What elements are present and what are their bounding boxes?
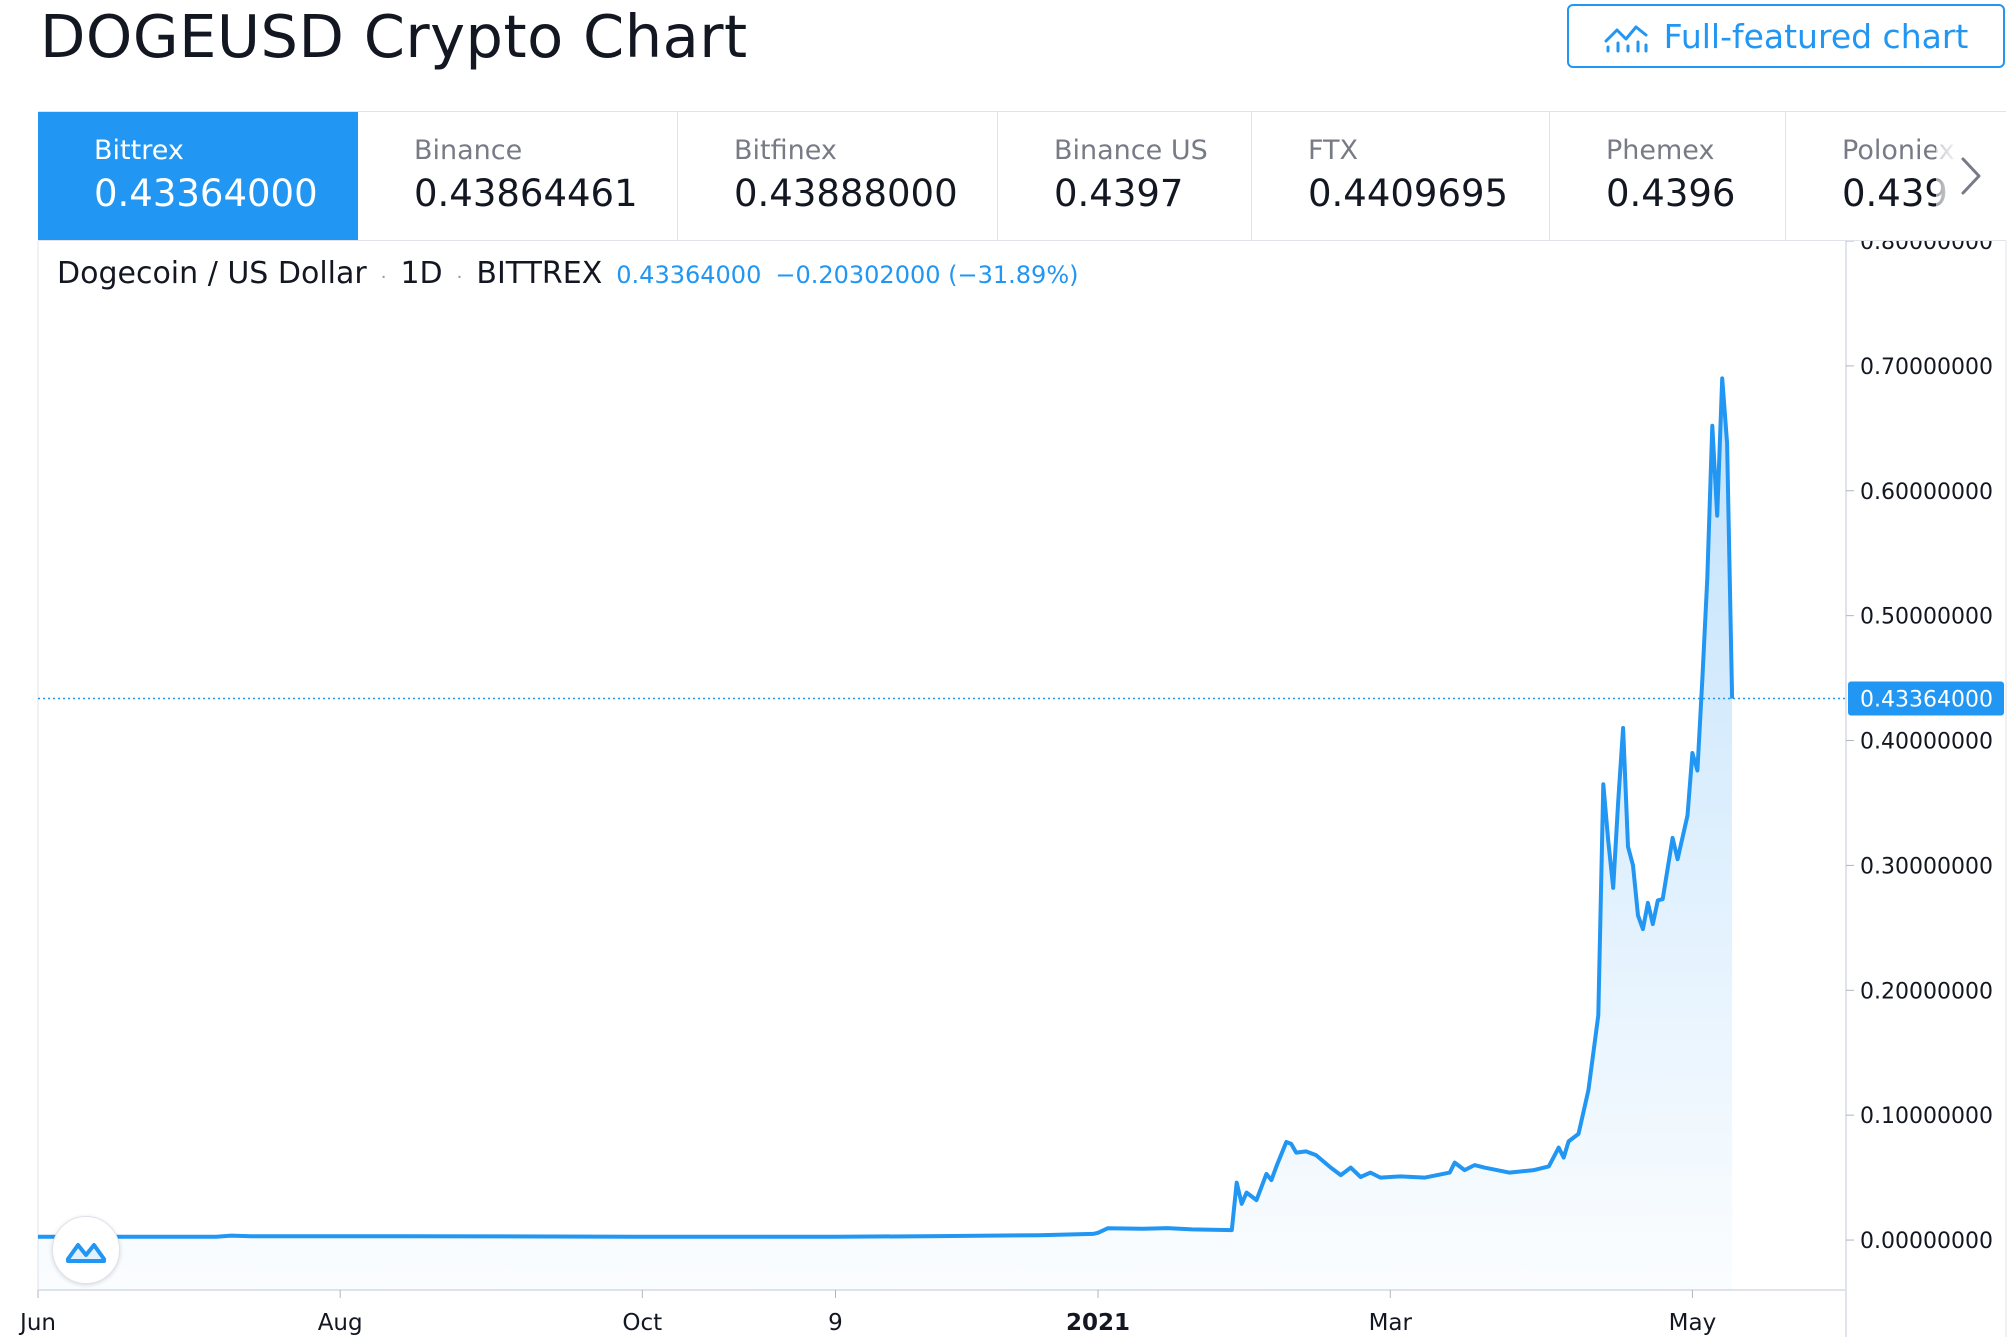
last-price-label-bg — [1848, 681, 2004, 716]
exchange-price: 0.4396 — [1606, 172, 1736, 215]
price-axis-label: 0.30000000 — [1860, 854, 1993, 879]
price-chart-canvas[interactable]: 0.00000000 0.10000000 0.20000000 0.30000000… — [0, 230, 2013, 1337]
price-axis-label: 0.80000000 — [1860, 241, 1993, 255]
price-axis-label: 0.00000000 — [1860, 1229, 1993, 1254]
legend-exchange: BITTREX — [476, 256, 603, 291]
exchange-name: Poloniex — [1842, 135, 1955, 166]
exchange-price: 0.4409695 — [1308, 172, 1509, 215]
legend-separator: · — [380, 267, 387, 288]
price-axis-label: 0.20000000 — [1860, 979, 1993, 1004]
exchange-name: FTX — [1308, 135, 1359, 166]
time-axis-label: Aug — [318, 1310, 363, 1336]
time-axis-label: Mar — [1369, 1310, 1413, 1336]
next-exchanges-button[interactable] — [1936, 112, 2006, 240]
chevron-right-icon — [1961, 157, 1981, 195]
chart-legend: Dogecoin / US Dollar · 1D · BITTREX 0.43… — [57, 256, 1078, 291]
legend-interval: 1D — [400, 256, 443, 291]
legend-separator: · — [456, 267, 463, 288]
exchange-tab-bitfinex[interactable]: Bitfinex 0.43888000 — [678, 112, 998, 240]
price-axis-label: 0.50000000 — [1860, 605, 1993, 630]
exchange-price: 0.43364000 — [94, 172, 318, 215]
price-axis-label: 0.10000000 — [1860, 1104, 1993, 1129]
full-featured-chart-label: Full-featured chart — [1663, 16, 1969, 56]
legend-change: −0.20302000 (−31.89%) — [775, 261, 1079, 289]
tradingview-logo-icon — [66, 1243, 106, 1263]
exchange-name: Binance US — [1054, 135, 1208, 166]
price-line — [38, 376, 1735, 1239]
time-axis-label: 9 — [828, 1310, 843, 1336]
time-axis-label: 2021 — [1066, 1310, 1130, 1336]
legend-last-price: 0.43364000 — [616, 261, 762, 289]
exchange-name: Bittrex — [94, 135, 184, 166]
exchange-tabs: Bittrex 0.43364000 Binance 0.43864461 Bi… — [38, 111, 2006, 241]
price-area-fill — [38, 378, 1733, 1290]
price-axis-label: 0.40000000 — [1860, 730, 1993, 755]
price-axis-label: 0.60000000 — [1860, 480, 1993, 505]
legend-symbol: Dogecoin / US Dollar — [57, 256, 367, 291]
exchange-price: 0.43888000 — [734, 172, 958, 215]
exchange-price: 0.439 — [1842, 172, 1948, 215]
last-price-label: 0.43364000 — [1860, 688, 1993, 713]
exchange-tab-binance-us[interactable]: Binance US 0.4397 — [998, 112, 1252, 240]
chart-line-icon — [1604, 25, 1648, 53]
full-featured-chart-button[interactable]: Full-featured chart — [1567, 4, 2005, 68]
exchange-name: Phemex — [1606, 135, 1715, 166]
price-axis-label: 0.70000000 — [1860, 355, 1993, 380]
exchange-price: 0.43864461 — [414, 172, 638, 215]
exchange-tab-bittrex[interactable]: Bittrex 0.43364000 — [38, 112, 358, 240]
exchange-tab-phemex[interactable]: Phemex 0.4396 — [1550, 112, 1786, 240]
tradingview-logo-button[interactable] — [52, 1216, 120, 1284]
page-title: DOGEUSD Crypto Chart — [40, 2, 748, 71]
exchange-tab-binance[interactable]: Binance 0.43864461 — [358, 112, 678, 240]
exchange-name: Binance — [414, 135, 523, 166]
time-axis-label: May — [1669, 1310, 1717, 1336]
price-chart[interactable]: 0.00000000 0.10000000 0.20000000 0.30000000… — [0, 230, 2013, 1337]
exchange-tab-ftx[interactable]: FTX 0.4409695 — [1252, 112, 1550, 240]
exchange-tab-poloniex[interactable]: Poloniex 0.439 — [1786, 112, 2006, 240]
exchange-price: 0.4397 — [1054, 172, 1184, 215]
time-axis-label: Oct — [622, 1310, 662, 1336]
exchange-name: Bitfinex — [734, 135, 837, 166]
time-axis-label: Jun — [18, 1310, 56, 1336]
